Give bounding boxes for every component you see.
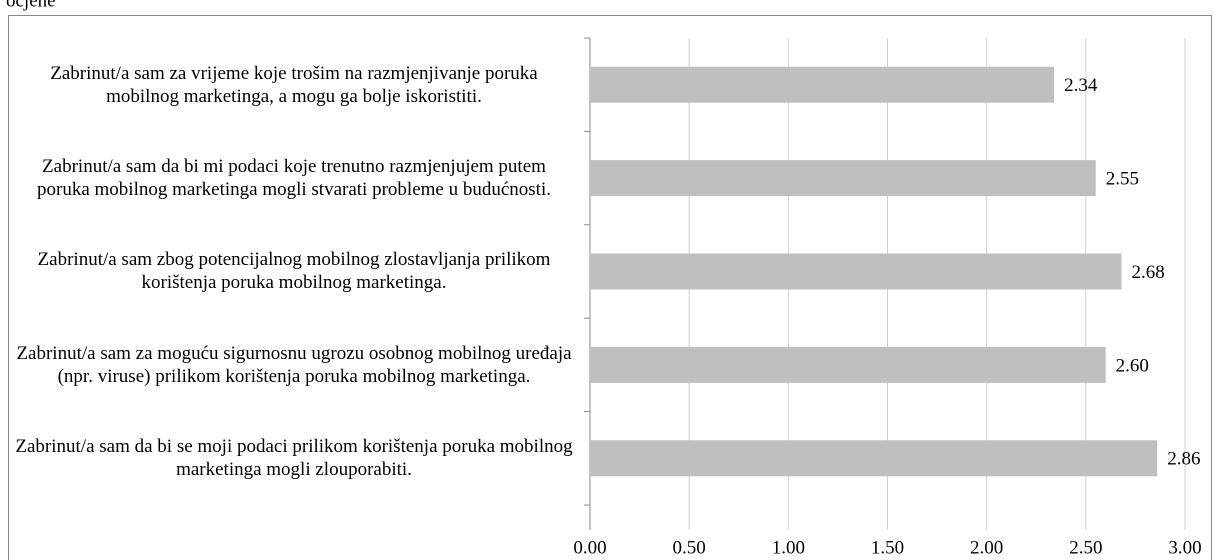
bar [590, 253, 1122, 290]
chart-frame [8, 15, 1212, 560]
y-tick-label: Zabrinut/a sam da bi mi podaci koje tren… [37, 156, 551, 201]
x-tick-label: 1.50 [871, 537, 904, 558]
y-tick-label: Zabrinut/a sam za moguću sigurnosnu ugro… [16, 342, 572, 387]
data-label: 2.55 [1106, 168, 1139, 189]
data-label: 2.86 [1167, 449, 1200, 470]
bar [590, 440, 1158, 477]
x-tick-label: 0.00 [573, 537, 606, 558]
x-tick-label: 0.50 [673, 537, 706, 558]
x-tick-label: 1.00 [772, 537, 805, 558]
data-label: 2.68 [1132, 262, 1165, 283]
y-tick-label: Zabrinut/a sam zbog potencijalnog mobiln… [37, 249, 551, 294]
bar [590, 160, 1096, 197]
x-tick-label: 2.50 [1069, 537, 1102, 558]
data-label: 2.60 [1116, 355, 1149, 376]
y-tick-label: Zabrinut/a sam da bi se moji podaci pril… [15, 436, 573, 481]
x-tick-label: 2.00 [970, 537, 1003, 558]
data-label: 2.34 [1064, 75, 1098, 96]
y-tick-label: Zabrinut/a sam za vrijeme koje trošim na… [50, 62, 538, 107]
bar [590, 346, 1106, 383]
chart-title: ocjene [6, 0, 56, 11]
x-tick-label: 3.00 [1168, 537, 1201, 558]
bar [590, 66, 1055, 103]
